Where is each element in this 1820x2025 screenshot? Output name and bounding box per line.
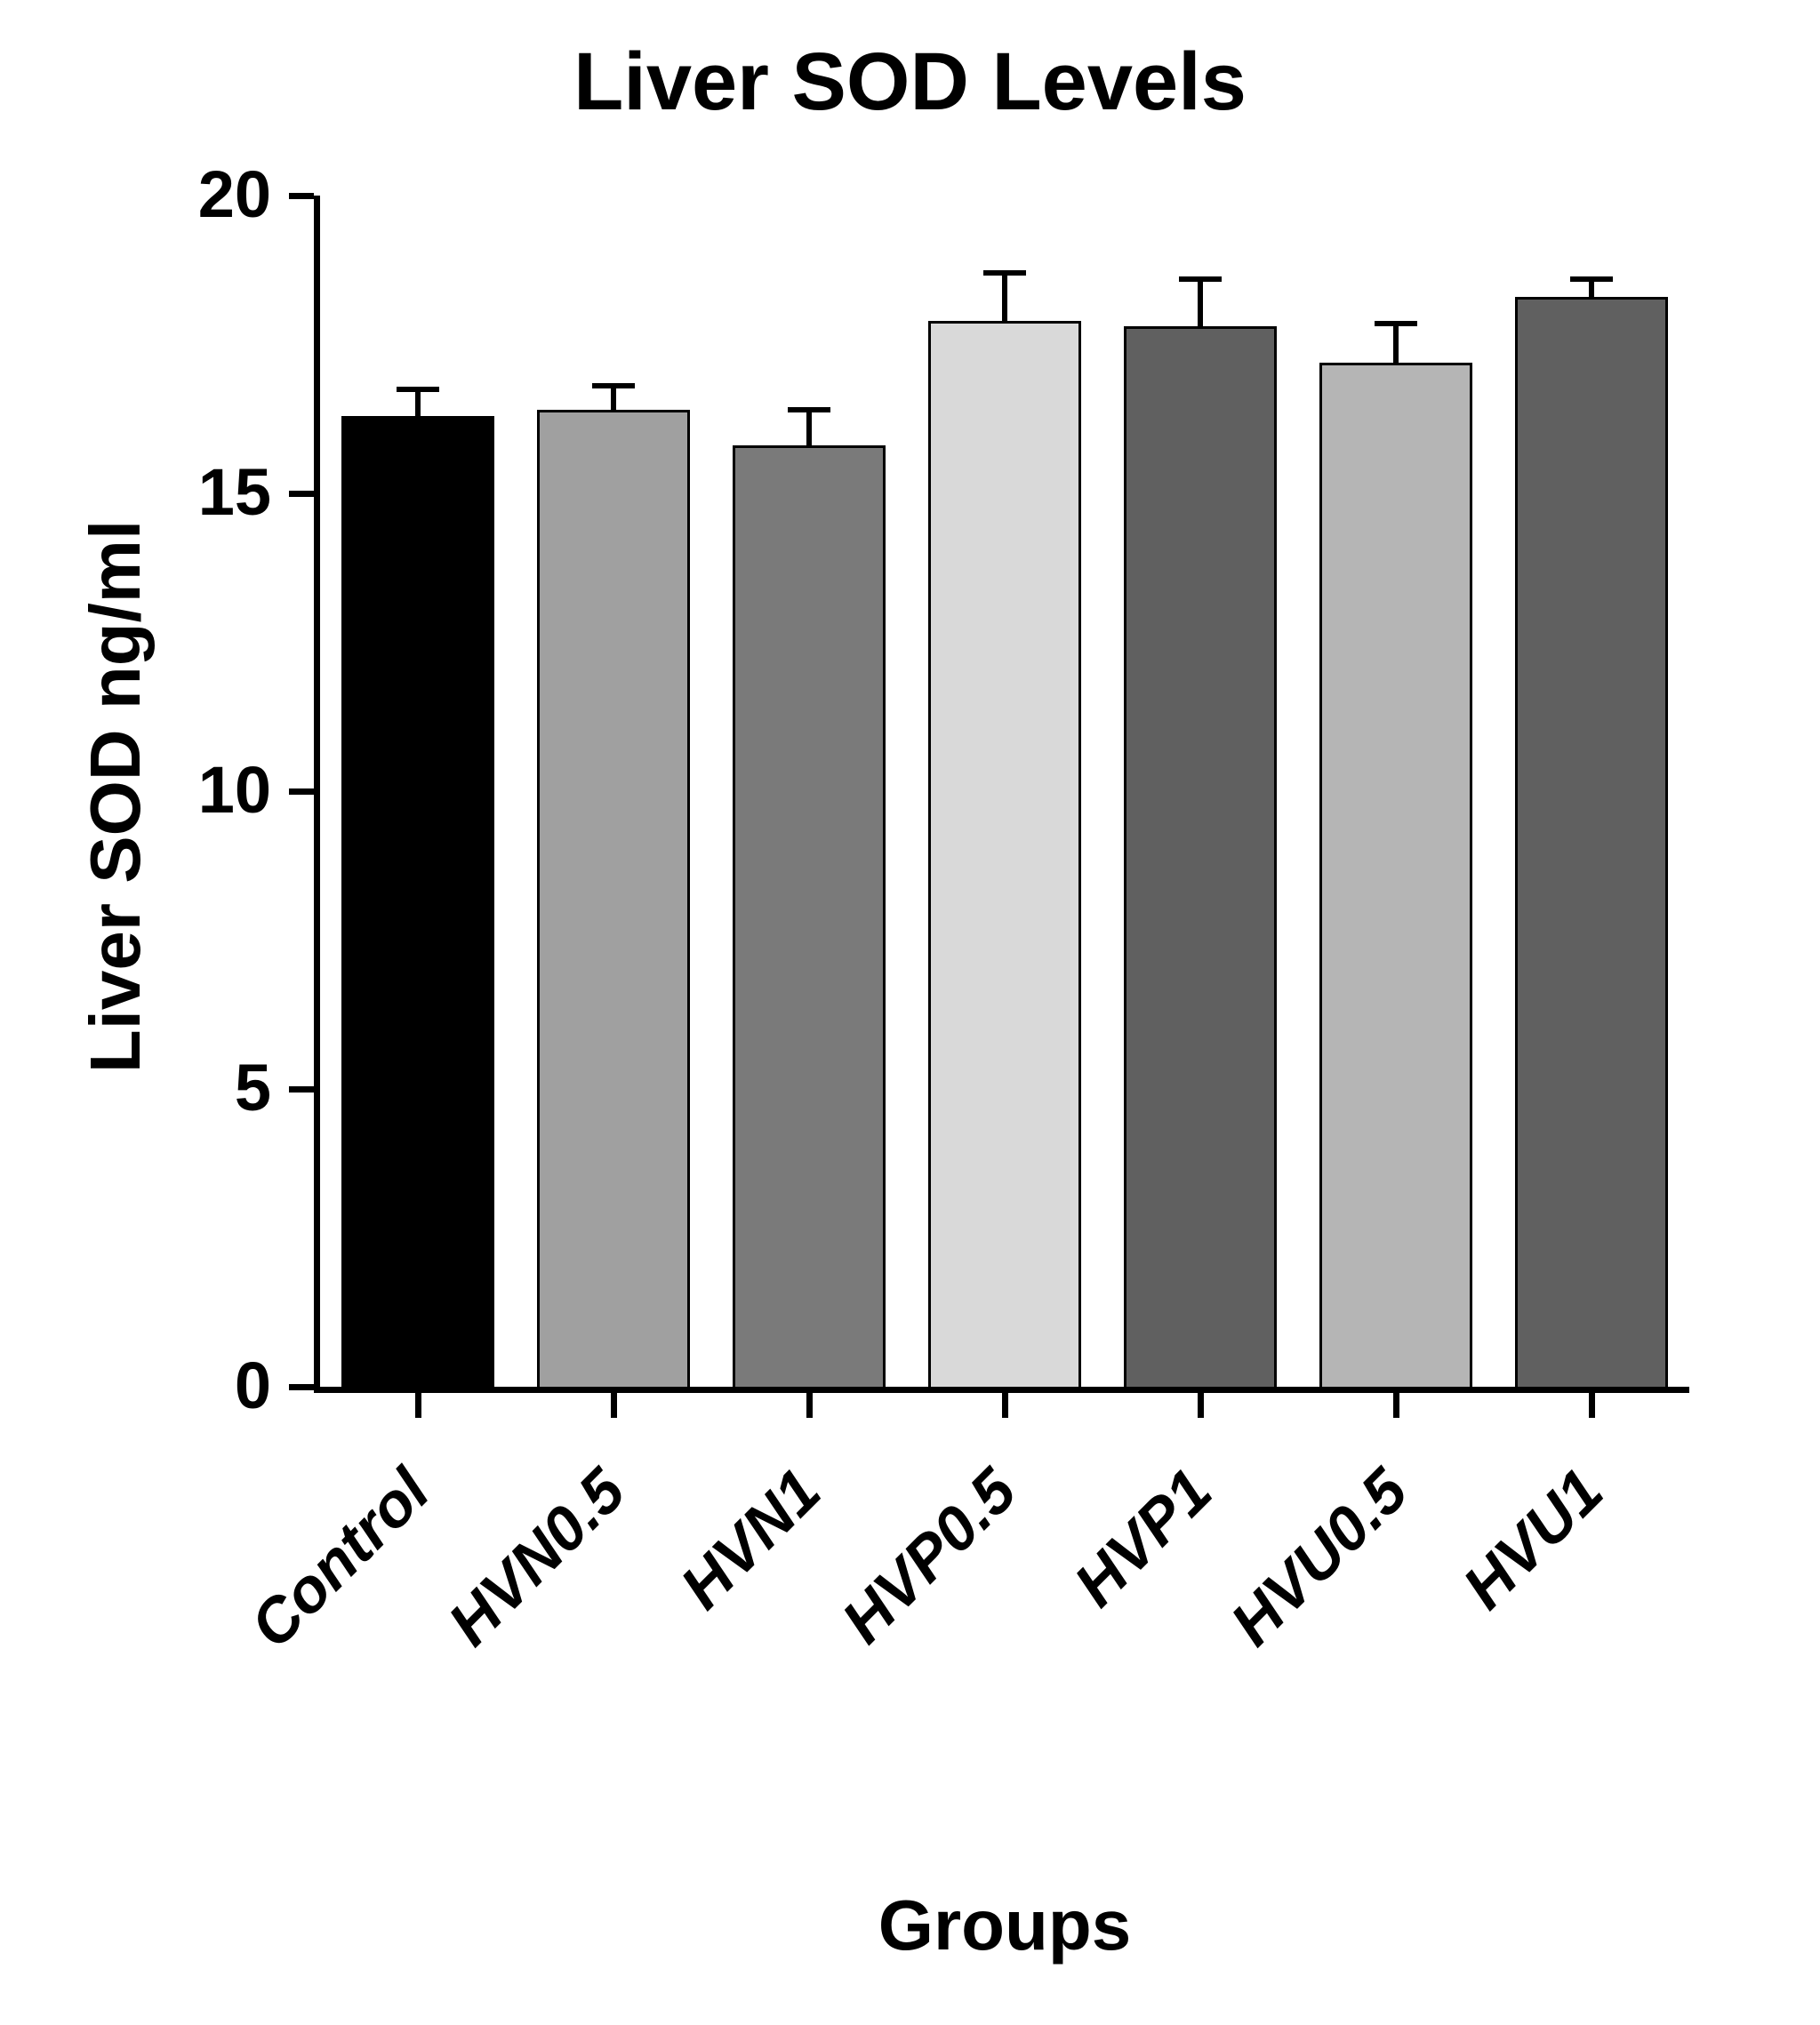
y-tick-label: 10 <box>129 752 271 828</box>
x-tick <box>1589 1393 1595 1418</box>
bar <box>1319 363 1472 1387</box>
bar <box>1515 297 1668 1387</box>
y-axis-line <box>314 196 320 1387</box>
x-tick <box>611 1393 617 1418</box>
y-tick <box>289 491 314 497</box>
bar <box>1124 326 1277 1387</box>
y-tick <box>289 193 314 199</box>
plot-area: 05101520ControlHVN0.5HVN1HVP0.5HVP1HVU0.… <box>320 196 1689 1387</box>
x-tick <box>806 1393 813 1418</box>
bar <box>341 416 494 1387</box>
y-tick-label: 20 <box>129 156 271 232</box>
error-bar-cap <box>983 270 1026 276</box>
x-axis-line <box>314 1387 1689 1393</box>
chart-page: { "chart": { "type": "bar", "title": "Li… <box>0 0 1820 2025</box>
x-tick <box>415 1393 421 1418</box>
error-bar-stem <box>806 410 812 445</box>
bar <box>733 445 886 1387</box>
x-tick <box>1198 1393 1204 1418</box>
y-tick <box>289 788 314 795</box>
bar <box>928 321 1081 1387</box>
error-bar-cap <box>397 387 439 392</box>
error-bar-cap <box>1179 276 1222 282</box>
y-tick <box>289 1086 314 1093</box>
error-bar-stem <box>415 389 421 416</box>
error-bar-cap <box>788 407 830 412</box>
error-bar-stem <box>611 386 616 410</box>
error-bar-cap <box>1375 321 1417 326</box>
y-tick-label: 0 <box>129 1348 271 1423</box>
x-axis-label: Groups <box>738 1885 1271 1966</box>
error-bar-stem <box>1393 324 1399 363</box>
bar <box>537 410 690 1387</box>
x-tick <box>1002 1393 1008 1418</box>
y-tick <box>289 1384 314 1390</box>
y-tick-label: 15 <box>129 454 271 530</box>
x-tick <box>1393 1393 1399 1418</box>
error-bar-cap <box>592 383 635 388</box>
error-bar-stem <box>1589 279 1594 297</box>
error-bar-stem <box>1002 273 1007 321</box>
error-bar-cap <box>1570 276 1613 282</box>
y-tick-label: 5 <box>129 1050 271 1125</box>
chart-title: Liver SOD Levels <box>0 36 1820 129</box>
error-bar-stem <box>1198 279 1203 327</box>
